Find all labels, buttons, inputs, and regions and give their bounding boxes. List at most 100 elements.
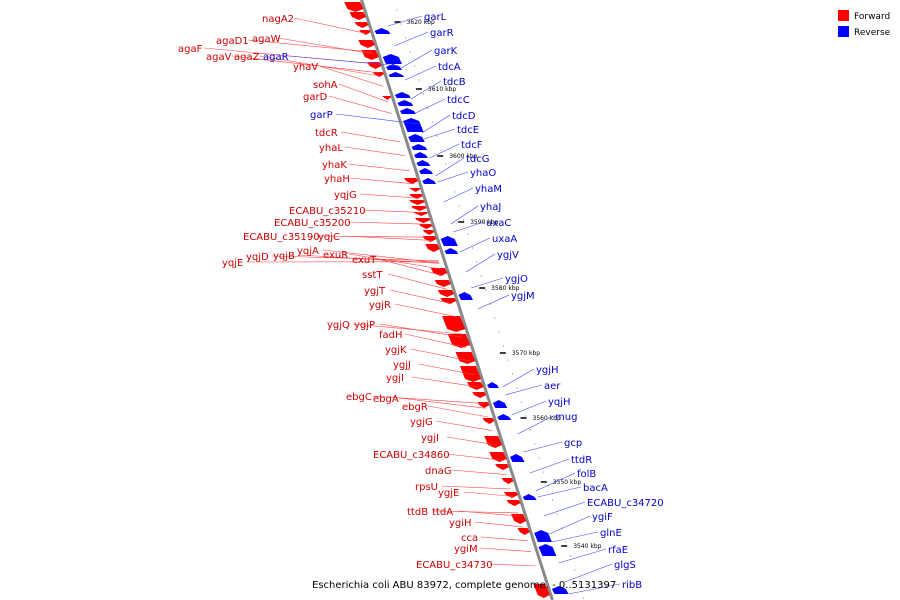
guide-dot [583, 597, 585, 599]
reverse-gene-leader [523, 441, 563, 453]
forward-gene-feature [358, 40, 375, 48]
guide-dot [578, 583, 580, 585]
forward-gene-label: yqjE [222, 258, 243, 269]
reverse-gene-feature [492, 400, 508, 408]
reverse-gene-leader [410, 80, 442, 100]
tick-label: 3560 kbp [533, 415, 561, 422]
forward-gene-feature [404, 178, 419, 184]
leader-layer [203, 15, 621, 595]
reverse-gene-leader [471, 277, 504, 289]
guide-dot [400, 23, 402, 25]
tick-label: 3610 kbp [428, 86, 456, 93]
axis-layer [360, 0, 585, 600]
forward-gene-leader [474, 521, 524, 528]
reverse-gene-leader [415, 98, 446, 114]
reverse-gene-label: folB [577, 469, 596, 480]
guide-dot [538, 457, 540, 459]
reverse-gene-label: ygjM [511, 291, 535, 302]
forward-gene-leader [450, 469, 507, 475]
reverse-gene-label: aer [544, 381, 561, 392]
forward-gene-label: agaF [178, 44, 203, 55]
forward-gene-leader [322, 249, 440, 264]
forward-gene-feature [382, 96, 392, 100]
reverse-gene-label: garK [434, 46, 458, 57]
tick-label: 3550 kbp [553, 479, 581, 486]
reverse-gene-leader [511, 400, 547, 416]
forward-gene-leader [480, 536, 528, 541]
reverse-gene-feature [419, 168, 433, 174]
reverse-gene-label: ygiF [592, 512, 613, 523]
guide-dot [556, 513, 558, 515]
forward-gene-leader [377, 258, 444, 276]
reverse-gene-feature [422, 178, 437, 184]
reverse-gene-leader [537, 486, 582, 498]
forward-gene-leader [410, 348, 471, 362]
forward-gene-leader [463, 491, 514, 497]
forward-gene-feature [418, 224, 433, 229]
reverse-gene-label: mug [555, 412, 577, 423]
guide-dot [534, 443, 536, 445]
tick-label: 3600 kbp [449, 153, 477, 160]
forward-gene-feature [349, 12, 366, 20]
forward-gene-feature [501, 478, 514, 484]
forward-gene-label: ebgR [402, 402, 428, 413]
forward-gene-leader [298, 254, 440, 264]
forward-gene-leader [328, 95, 392, 114]
reverse-gene-leader [505, 384, 543, 396]
genome-backbone [360, 0, 554, 600]
reverse-gene-leader [404, 65, 437, 81]
forward-gene-leader [340, 131, 401, 143]
guide-dot [503, 345, 505, 347]
forward-gene-feature [354, 22, 369, 28]
forward-gene-label: ebgA [373, 394, 399, 405]
forward-gene-label: ygjP [354, 320, 375, 331]
reverse-gene-leader [459, 237, 491, 253]
guide-dot [516, 387, 518, 389]
guide-dot [427, 107, 429, 109]
reverse-gene-label: yhaM [475, 184, 502, 195]
forward-gene-feature [495, 464, 510, 470]
reverse-gene-label: ribB [622, 580, 642, 591]
guide-dot [565, 541, 567, 543]
reverse-gene-leader [453, 221, 485, 233]
reverse-gene-label: ygjO [505, 274, 528, 285]
forward-gene-leader [318, 65, 384, 87]
forward-gene-label: nagA2 [262, 14, 294, 25]
forward-gene-feature [511, 514, 527, 524]
reverse-gene-feature [416, 160, 431, 166]
reverse-gene-label: tdcA [438, 62, 461, 73]
reverse-gene-leader [450, 205, 479, 225]
forward-gene-feature [517, 528, 530, 535]
reverse-gene-label: ttdR [571, 455, 592, 466]
reverse-gene-leader [437, 171, 469, 183]
reverse-gene-feature [534, 530, 552, 542]
guide-dot [396, 9, 398, 11]
legend-forward-swatch [838, 10, 849, 21]
reverse-gene-leader [394, 31, 429, 47]
forward-gene-label: sstT [362, 270, 383, 281]
forward-gene-label: fadH [379, 330, 403, 341]
forward-gene-feature [414, 218, 431, 223]
reverse-gene-feature [538, 544, 557, 556]
forward-gene-leader [231, 55, 379, 74]
reverse-gene-feature [374, 28, 391, 34]
legend-forward-label: Forward [854, 12, 890, 22]
forward-gene-leader [343, 235, 433, 241]
reverse-gene-leader [288, 55, 401, 67]
forward-gene-feature [422, 230, 435, 235]
reverse-gene-feature [522, 494, 537, 500]
guide-dot [418, 79, 420, 81]
reverse-gene-feature [408, 134, 425, 142]
reverse-gene-leader [421, 114, 451, 134]
forward-gene-label: exuT [352, 255, 377, 266]
guide-dot [569, 555, 571, 557]
reverse-gene-leader [335, 113, 420, 125]
forward-gene-label: yqjA [297, 246, 319, 257]
legend-reverse-swatch [838, 26, 849, 37]
forward-gene-leader [348, 253, 442, 270]
reverse-gene-feature [411, 144, 428, 150]
reverse-gene-leader [423, 128, 456, 140]
guide-dot [525, 415, 527, 417]
forward-gene-leader [411, 376, 479, 388]
forward-gene-feature [409, 188, 421, 192]
